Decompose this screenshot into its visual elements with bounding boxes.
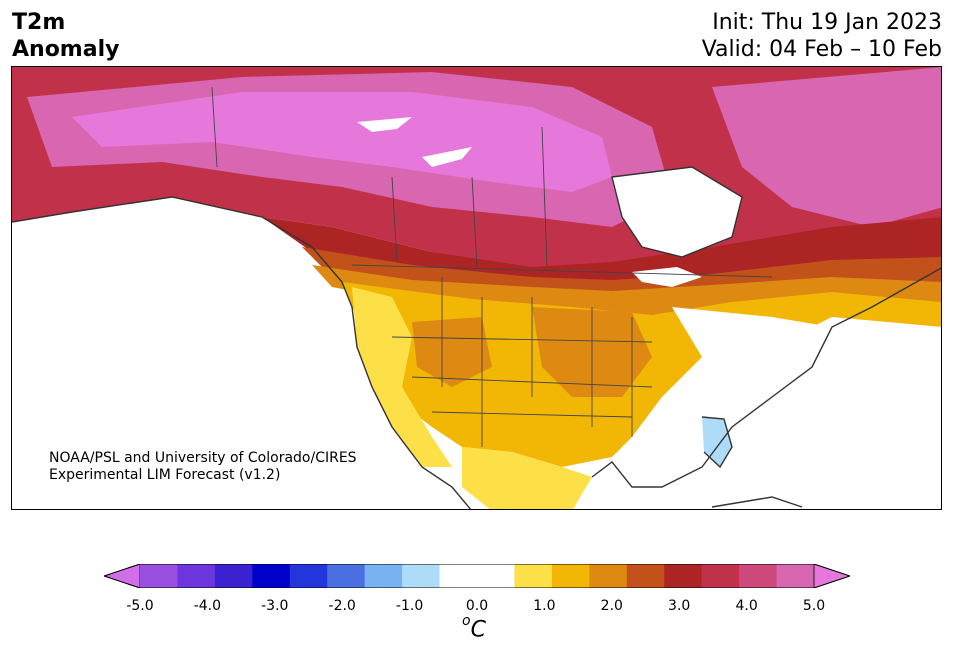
colorbar-tick-label: 0.0	[465, 598, 489, 614]
colorbar-tick-label: 4.0	[735, 598, 758, 614]
unit-degree-sign: o	[462, 613, 471, 629]
colorbar-segment	[140, 564, 178, 588]
credit-line-1: NOAA/PSL and University of Colorado/CIRE…	[49, 450, 357, 466]
colorbar-segment	[439, 564, 478, 588]
anomaly-band-yellow-west	[352, 287, 452, 467]
colorbar-unit-label: oC	[462, 613, 486, 643]
colorbar-segment	[739, 564, 778, 588]
colorbar-tick-label: -4.0	[193, 598, 222, 614]
anomaly-band-magenta	[72, 92, 612, 192]
colorbar-min-extension	[104, 564, 141, 588]
colorbar-tick-label: 2.0	[600, 598, 623, 614]
colorbar-segment	[477, 564, 515, 588]
colorbar-segment	[252, 564, 291, 588]
title-variable: T2m	[12, 10, 66, 35]
map-canvas	[12, 67, 941, 509]
colorbar-segment	[589, 564, 628, 588]
colorbar-segment	[626, 564, 665, 588]
credit-line-2: Experimental LIM Forecast (v1.2)	[49, 467, 281, 483]
coastlines	[12, 166, 941, 509]
credit-text: NOAA/PSL and University of Colorado/CIRE…	[49, 450, 357, 484]
anomaly-map	[11, 66, 942, 510]
title-type: Anomaly	[12, 37, 120, 62]
colorbar-segment	[514, 564, 553, 588]
colorbar-segment	[364, 564, 403, 588]
colorbar-segment	[327, 564, 366, 588]
colorbar-segment	[177, 564, 216, 588]
anomaly-band-yellow-south	[462, 447, 592, 509]
lake-superior	[632, 267, 702, 287]
unit-symbol: C	[470, 617, 486, 643]
colorbar-segment	[551, 564, 590, 588]
political-borders	[211, 86, 773, 447]
colorbar-tick-label: -2.0	[328, 598, 356, 614]
valid-range: Valid: 04 Feb – 10 Feb	[701, 37, 942, 62]
forecast-dates: Init: Thu 19 Jan 2023 Valid: 04 Feb – 10…	[702, 9, 942, 63]
colorbar-tick-label: 5.0	[802, 598, 826, 614]
colorbar-tick-label: -5.0	[126, 598, 154, 614]
colorbar	[104, 564, 850, 588]
anomaly-band-deep-orange-west	[412, 317, 492, 387]
colorbar-tick-label: 3.0	[668, 598, 691, 614]
colorbar-segment	[402, 564, 441, 588]
colorbar-tick-label: -3.0	[261, 598, 289, 614]
anomaly-band-red-ne	[712, 67, 941, 227]
colorbar-segment	[289, 564, 328, 588]
map-title: T2m Anomaly	[12, 9, 119, 63]
hudson-bay	[612, 167, 742, 257]
colorbar-segment	[701, 564, 740, 588]
colorbar-segment	[776, 564, 815, 588]
anomaly-band-darkred	[262, 217, 941, 282]
lake-great-slave	[422, 147, 472, 167]
colorbar-segment	[664, 564, 703, 588]
init-date: Init: Thu 19 Jan 2023	[712, 10, 942, 35]
colorbar-segment	[214, 564, 253, 588]
anomaly-band-lightblue-fl	[702, 417, 732, 467]
colorbar-tick-label: -1.0	[395, 598, 424, 614]
lake-great-bear	[357, 117, 412, 132]
anomaly-band-neutral-se	[612, 307, 832, 487]
colorbar-max-extension	[813, 564, 850, 588]
colorbar-tick-label: 1.0	[533, 598, 556, 614]
